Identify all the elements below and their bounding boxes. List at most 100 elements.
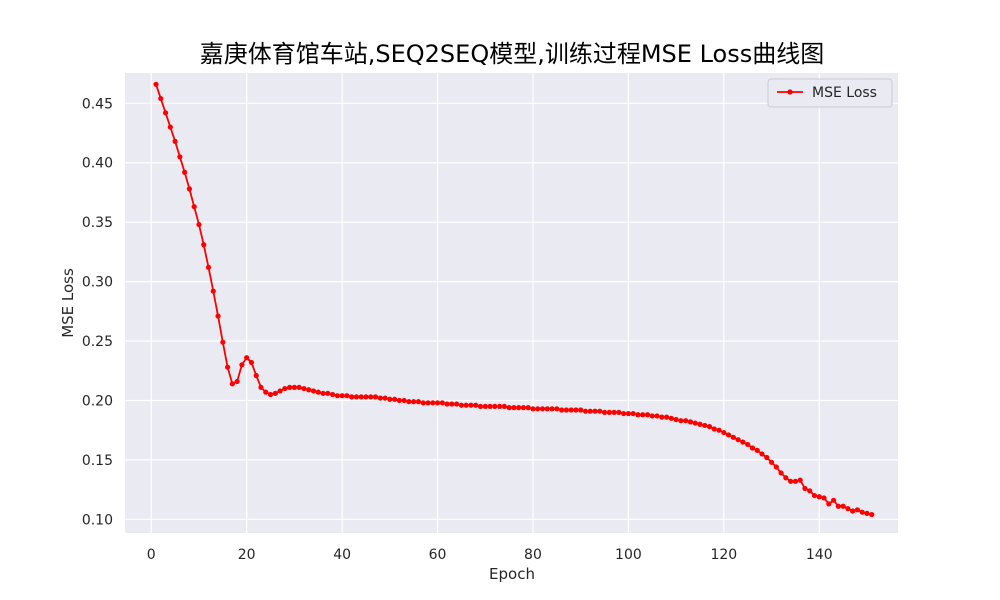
data-point — [711, 426, 717, 432]
data-point — [563, 407, 569, 413]
data-point — [492, 403, 498, 410]
data-point — [716, 427, 722, 433]
data-point — [382, 395, 388, 401]
data-point — [454, 401, 460, 407]
data-point — [692, 420, 698, 426]
data-point — [845, 506, 851, 512]
legend-entry-mse-loss: MSE Loss — [812, 85, 877, 101]
data-point — [621, 410, 627, 417]
data-point — [406, 399, 412, 405]
data-point — [587, 408, 593, 414]
data-point — [668, 415, 674, 421]
data-point — [415, 399, 422, 405]
data-point — [559, 407, 565, 413]
data-point — [640, 412, 646, 418]
x-tick-label: 0 — [147, 547, 156, 563]
data-point — [253, 372, 259, 379]
data-point — [778, 470, 784, 476]
data-point — [578, 407, 584, 413]
x-axis-label: Epoch — [489, 565, 535, 583]
data-point — [258, 384, 264, 390]
data-point — [511, 405, 517, 411]
data-point — [224, 364, 231, 370]
data-point — [277, 388, 283, 394]
data-point — [745, 441, 751, 448]
data-point — [186, 186, 193, 192]
data-point — [544, 406, 550, 412]
data-point — [854, 507, 861, 513]
tick-labels: 0 20 40 60 80 100 120 140 0.10 0.15 0.20 0.25 0.30 0.… — [82, 96, 833, 563]
y-tick-label: 0.25 — [82, 334, 113, 350]
data-point — [649, 413, 655, 419]
data-point — [167, 124, 173, 130]
data-point — [191, 204, 197, 210]
data-point — [830, 497, 837, 503]
legend-marker — [787, 89, 793, 95]
data-point — [496, 403, 503, 410]
data-point — [339, 393, 345, 399]
data-point — [644, 412, 651, 418]
data-point — [458, 402, 464, 408]
data-point — [783, 475, 789, 481]
data-point — [172, 138, 178, 144]
y-tick-label: 0.15 — [82, 453, 113, 469]
y-tick-label: 0.10 — [82, 512, 113, 528]
data-point — [702, 422, 708, 429]
data-point — [597, 408, 603, 414]
data-point — [182, 169, 188, 175]
data-point — [239, 362, 245, 368]
data-point — [520, 405, 527, 411]
legend-box — [767, 78, 893, 108]
data-point — [215, 313, 221, 319]
data-point — [353, 394, 360, 400]
data-point — [864, 510, 870, 516]
data-point — [229, 381, 235, 387]
data-point — [477, 403, 484, 410]
y-tick-label: 0.45 — [82, 96, 113, 112]
data-point — [568, 407, 574, 413]
data-point — [549, 406, 555, 412]
data-point — [501, 403, 507, 410]
data-point — [840, 503, 846, 509]
data-point — [525, 405, 531, 411]
data-point — [663, 414, 670, 420]
data-point — [196, 221, 202, 228]
data-point — [349, 394, 355, 400]
data-point — [244, 355, 250, 361]
data-point — [334, 393, 340, 399]
data-point — [411, 399, 417, 405]
x-tick-label: 20 — [238, 547, 256, 563]
data-point — [363, 394, 369, 400]
data-point — [797, 477, 803, 483]
data-point — [730, 434, 736, 440]
data-point — [539, 406, 546, 412]
data-point — [444, 401, 450, 407]
data-point — [768, 459, 775, 465]
data-point — [205, 264, 212, 270]
data-point — [654, 413, 660, 419]
data-point — [611, 409, 617, 415]
data-point — [234, 378, 240, 385]
data-point — [616, 409, 622, 415]
data-point — [749, 445, 756, 451]
data-point — [764, 454, 770, 461]
chart-title: 嘉庚体育馆车站,SEQ2SEQ模型,训练过程MSE Loss曲线图 — [200, 40, 824, 68]
x-tick-label: 40 — [333, 547, 351, 563]
data-point — [554, 406, 560, 412]
data-point — [792, 478, 799, 484]
data-point — [807, 488, 813, 494]
y-tick-label: 0.30 — [82, 275, 113, 291]
data-point — [296, 384, 302, 390]
data-point — [535, 406, 541, 412]
y-tick-label: 0.20 — [82, 393, 113, 409]
data-point — [201, 242, 207, 248]
data-point — [697, 421, 703, 427]
data-point — [735, 437, 741, 443]
data-point — [706, 424, 713, 430]
data-point — [158, 95, 164, 102]
data-point — [759, 451, 765, 457]
data-point — [482, 403, 488, 410]
data-point — [320, 390, 326, 396]
